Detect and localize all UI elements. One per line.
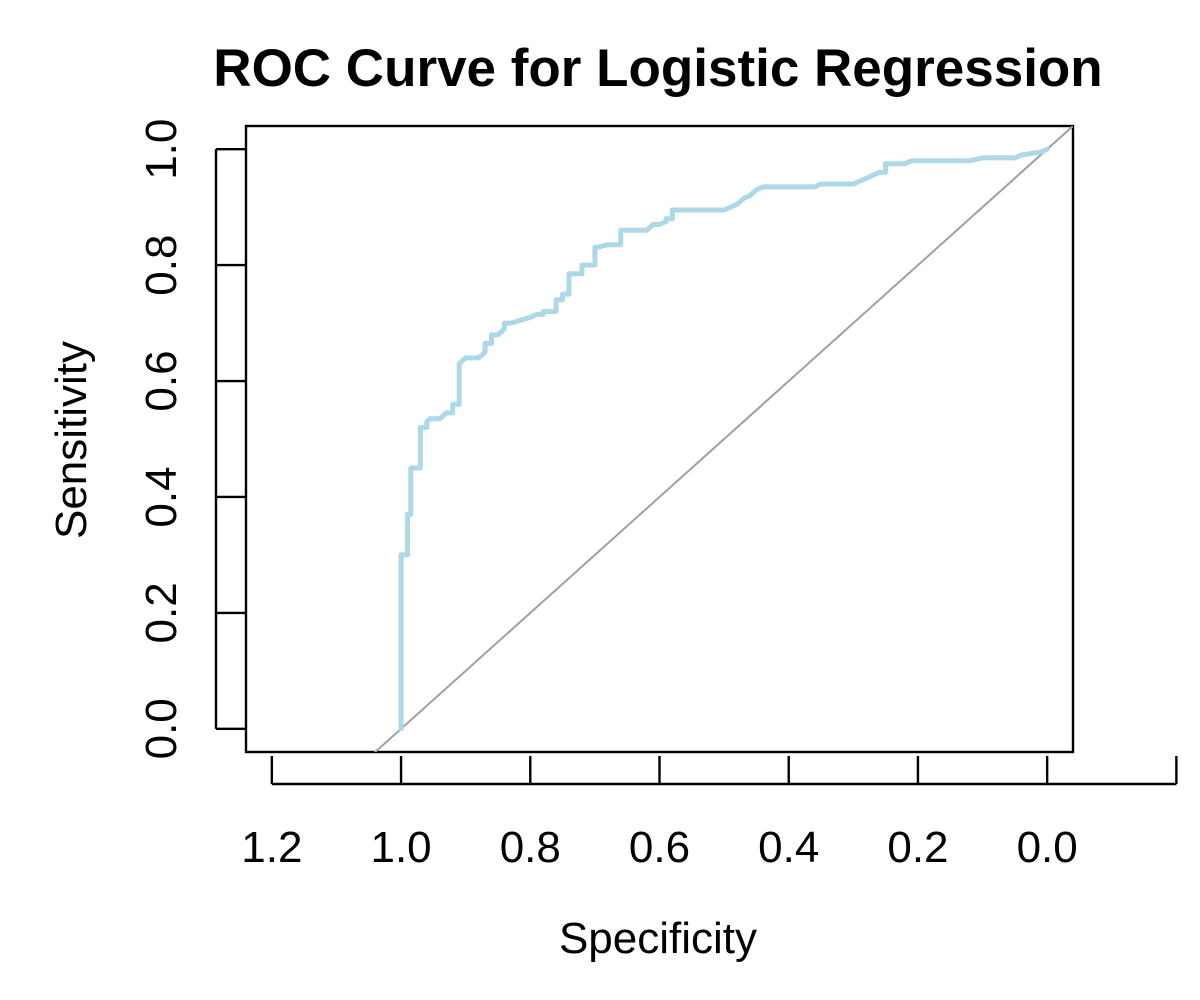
x-tick-label: 0.0 — [1017, 823, 1078, 872]
y-tick-label: 0.4 — [137, 466, 186, 527]
x-axis-label: Specificity — [559, 914, 757, 963]
x-axis: 1.2 1.0 0.8 0.6 0.4 0.2 0.0 — [241, 756, 1178, 872]
y-tick-label: 0.6 — [137, 350, 186, 411]
series-layer — [398, 146, 1050, 732]
roc-series-line — [398, 146, 1050, 732]
plot-frame — [244, 124, 1075, 754]
x-tick-label: 1.2 — [241, 823, 302, 872]
y-axis-label: Sensitivity — [47, 341, 96, 539]
y-tick-label: 0.2 — [137, 582, 186, 643]
y-tick-label: 1.0 — [137, 119, 186, 180]
y-tick-label: 0.8 — [137, 235, 186, 296]
x-tick-label: 0.6 — [629, 823, 690, 872]
x-tick-label: 0.2 — [887, 823, 948, 872]
x-tick-label: 0.8 — [500, 823, 561, 872]
chart-title: ROC Curve for Logistic Regression — [213, 39, 1102, 98]
y-axis: 0.0 0.2 0.4 0.6 0.8 1.0 — [137, 119, 246, 759]
y-tick-label: 0.0 — [137, 698, 186, 759]
x-tick-label: 0.4 — [758, 823, 819, 872]
reference-line-layer — [373, 126, 1073, 752]
reference-line — [373, 126, 1073, 752]
x-tick-label: 1.0 — [370, 823, 431, 872]
